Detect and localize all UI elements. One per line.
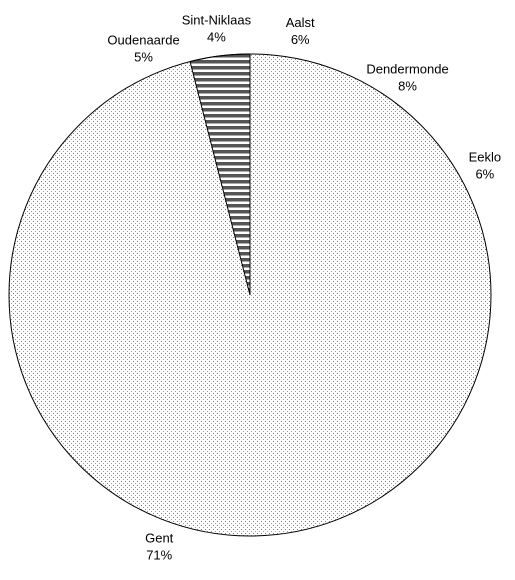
slice-label: Gent — [145, 531, 174, 546]
pie-slice — [120, 61, 250, 295]
pie-slice — [250, 141, 480, 295]
slice-label: Oudenaarde — [107, 32, 179, 47]
slice-value-label: 6% — [475, 166, 494, 181]
pie-slice — [9, 91, 491, 536]
slice-value-label: 6% — [291, 32, 310, 47]
slice-value-label: 4% — [207, 30, 226, 45]
pie-outline — [8, 53, 492, 537]
slice-value-label: 71% — [146, 548, 172, 563]
slice-label: Sint-Niklaas — [182, 13, 252, 28]
slice-label: Dendermonde — [366, 62, 448, 77]
slice-value-label: 8% — [398, 79, 417, 94]
slice-label: Eeklo — [469, 149, 502, 164]
slice-label: Aalst — [286, 15, 315, 30]
pie-slice — [250, 54, 339, 295]
pie-slice — [250, 70, 436, 296]
slice-value-label: 5% — [134, 49, 153, 64]
